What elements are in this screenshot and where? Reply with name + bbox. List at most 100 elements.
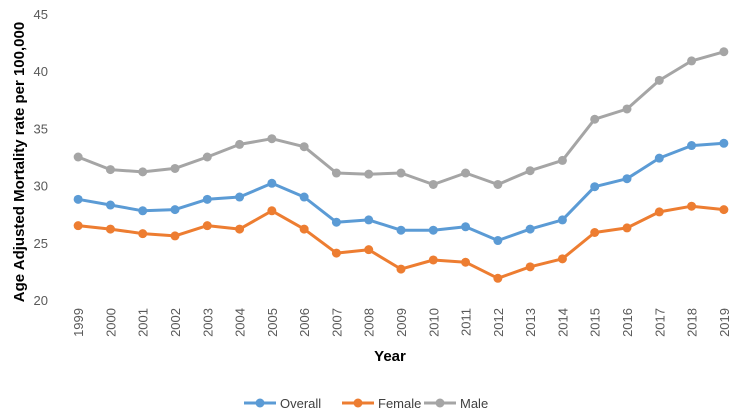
y-axis-ticks: 20 25 30 35 40 45 <box>34 7 48 308</box>
data-point-female <box>73 221 83 231</box>
legend-item-female: Female <box>342 396 421 411</box>
legend-marker <box>353 398 363 408</box>
legend-label: Male <box>460 396 488 411</box>
data-point-overall <box>170 205 180 215</box>
data-point-female <box>170 231 180 241</box>
data-point-male <box>73 152 83 162</box>
y-axis-title: Age Adjusted Mortality rate per 100,000 <box>11 22 28 302</box>
data-point-female <box>525 262 535 272</box>
data-point-overall <box>525 224 535 234</box>
data-point-overall <box>331 217 341 227</box>
data-point-male <box>590 114 600 124</box>
legend: Overall Female Male <box>244 396 488 411</box>
legend-item-male: Male <box>424 396 488 411</box>
y-tick-label: 25 <box>34 236 48 251</box>
data-point-overall <box>687 141 697 151</box>
y-tick-label: 35 <box>34 121 48 136</box>
series-female <box>73 201 729 283</box>
x-axis-ticks: 1999 2000 2001 2002 2003 2004 2005 2006 2007 2008… <box>71 308 732 337</box>
x-tick-label: 2019 <box>717 308 732 337</box>
data-point-male <box>299 142 309 152</box>
data-point-male <box>654 75 664 85</box>
data-point-overall <box>267 178 277 188</box>
x-tick-label: 2010 <box>426 308 441 337</box>
x-tick-label: 2017 <box>652 308 667 337</box>
x-tick-label: 2012 <box>491 308 506 337</box>
legend-label: Overall <box>280 396 321 411</box>
data-point-female <box>331 248 341 258</box>
legend-marker <box>435 398 445 408</box>
data-point-male <box>493 179 503 189</box>
x-tick-label: 2016 <box>620 308 635 337</box>
data-point-overall <box>299 192 309 202</box>
legend-item-overall: Overall <box>244 396 321 411</box>
data-point-male <box>396 168 406 178</box>
data-point-male <box>525 166 535 176</box>
x-tick-label: 2011 <box>459 308 474 336</box>
data-point-female <box>105 224 115 234</box>
data-point-female <box>622 223 632 233</box>
data-point-overall <box>396 225 406 235</box>
x-tick-label: 2001 <box>136 308 151 337</box>
data-point-overall <box>557 215 567 225</box>
data-point-male <box>105 165 115 175</box>
data-point-female <box>267 206 277 216</box>
data-point-female <box>687 201 697 211</box>
data-point-male <box>364 169 374 179</box>
x-tick-label: 2009 <box>394 308 409 337</box>
data-point-female <box>557 254 567 264</box>
data-point-overall <box>364 215 374 225</box>
x-axis-title: Year <box>374 348 406 365</box>
x-tick-label: 2007 <box>329 308 344 337</box>
data-point-overall <box>73 194 83 204</box>
data-point-female <box>493 273 503 283</box>
data-point-male <box>138 167 148 177</box>
data-point-male <box>267 134 277 144</box>
data-point-male <box>622 104 632 114</box>
series-layer <box>73 47 729 283</box>
data-point-male <box>557 155 567 165</box>
data-point-overall <box>493 236 503 246</box>
data-point-female <box>235 224 245 234</box>
data-point-overall <box>235 192 245 202</box>
x-tick-label: 2002 <box>168 308 183 337</box>
series-overall <box>73 138 729 246</box>
x-tick-label: 2004 <box>233 308 248 337</box>
data-point-male <box>687 56 697 66</box>
data-point-female <box>654 207 664 217</box>
data-point-overall <box>590 182 600 192</box>
data-point-female <box>590 228 600 238</box>
data-point-male <box>331 168 341 178</box>
data-point-female <box>138 229 148 239</box>
x-tick-label: 2015 <box>588 308 603 337</box>
x-tick-label: 1999 <box>71 308 86 337</box>
x-tick-label: 2014 <box>555 308 570 337</box>
data-point-overall <box>138 206 148 216</box>
legend-marker <box>255 398 265 408</box>
series-male <box>73 47 729 189</box>
data-point-male <box>428 179 438 189</box>
data-point-overall <box>105 200 115 210</box>
x-tick-label: 2000 <box>103 308 118 337</box>
data-point-female <box>202 221 212 231</box>
data-point-female <box>299 224 309 234</box>
y-tick-label: 30 <box>34 179 48 194</box>
data-point-overall <box>654 153 664 163</box>
data-point-female <box>719 205 729 215</box>
x-tick-label: 2018 <box>685 308 700 337</box>
x-tick-label: 2006 <box>297 308 312 337</box>
data-point-overall <box>461 222 471 232</box>
data-point-male <box>461 168 471 178</box>
y-tick-label: 40 <box>34 64 48 79</box>
x-tick-label: 2003 <box>200 308 215 337</box>
data-point-overall <box>719 138 729 148</box>
data-point-overall <box>622 174 632 184</box>
y-tick-label: 20 <box>34 293 48 308</box>
data-point-female <box>461 257 471 267</box>
data-point-male <box>719 47 729 57</box>
data-point-female <box>396 264 406 274</box>
data-point-female <box>428 255 438 265</box>
data-point-overall <box>428 225 438 235</box>
legend-label: Female <box>378 396 421 411</box>
